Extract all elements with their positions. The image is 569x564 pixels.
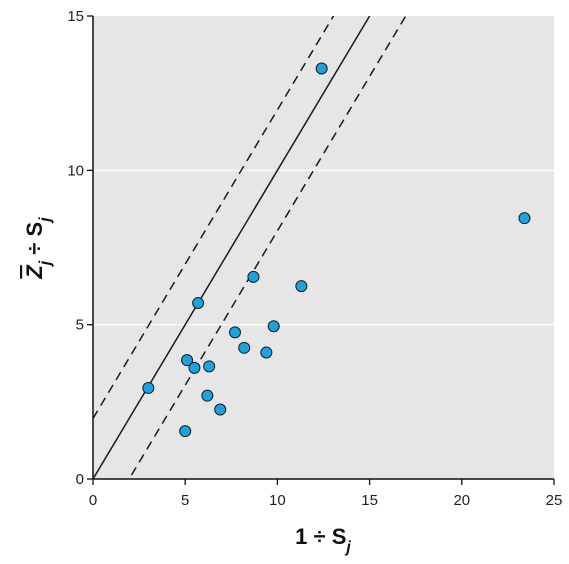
x-tick-label: 20 [453, 492, 470, 509]
data-point [247, 270, 260, 283]
y-tick-label: 5 [76, 317, 84, 334]
data-point [201, 389, 214, 402]
x-tick-label: 0 [89, 492, 97, 509]
data-point [179, 425, 192, 438]
y-ticks: 0 5 10 15 [67, 8, 93, 488]
x-ticks: 0 5 10 15 20 25 [89, 479, 563, 509]
y-axis-title-z: Z [22, 264, 47, 280]
data-point [228, 326, 241, 339]
axes [92, 16, 554, 480]
y-tick-label: 0 [76, 471, 84, 488]
identity-line-0 [93, 16, 371, 479]
x-axis-title-subscript: j [344, 539, 351, 556]
x-axis-title: 1 ÷ Sj [295, 524, 351, 556]
y-axis-title-subscript-1: j [37, 260, 54, 267]
data-point [260, 346, 273, 359]
data-point [203, 360, 216, 373]
data-point [181, 354, 194, 367]
data-point [214, 403, 227, 416]
data-point [295, 280, 308, 293]
y-tick-label: 15 [67, 8, 84, 25]
y-tick-label: 10 [67, 162, 84, 179]
data-point [267, 320, 280, 333]
x-tick-label: 15 [361, 492, 378, 509]
x-tick-label: 5 [181, 492, 189, 509]
data-point [142, 381, 155, 394]
data-point [192, 297, 205, 310]
y-axis-title-middle: ÷ S [22, 222, 47, 261]
data-point [238, 341, 251, 354]
x-tick-label: 25 [546, 492, 563, 509]
data-point [188, 361, 201, 374]
x-axis-title-main: 1 ÷ S [295, 524, 346, 549]
x-tick-label: 10 [269, 492, 286, 509]
data-point [315, 62, 328, 75]
data-points [142, 62, 531, 438]
y-axis-title: Zj ÷ Sj [22, 217, 54, 280]
data-point [518, 212, 531, 225]
y-axis-title-subscript-2: j [37, 217, 54, 224]
gridlines [93, 169, 554, 326]
plot-background [93, 16, 554, 479]
reference-lines [93, 16, 407, 479]
